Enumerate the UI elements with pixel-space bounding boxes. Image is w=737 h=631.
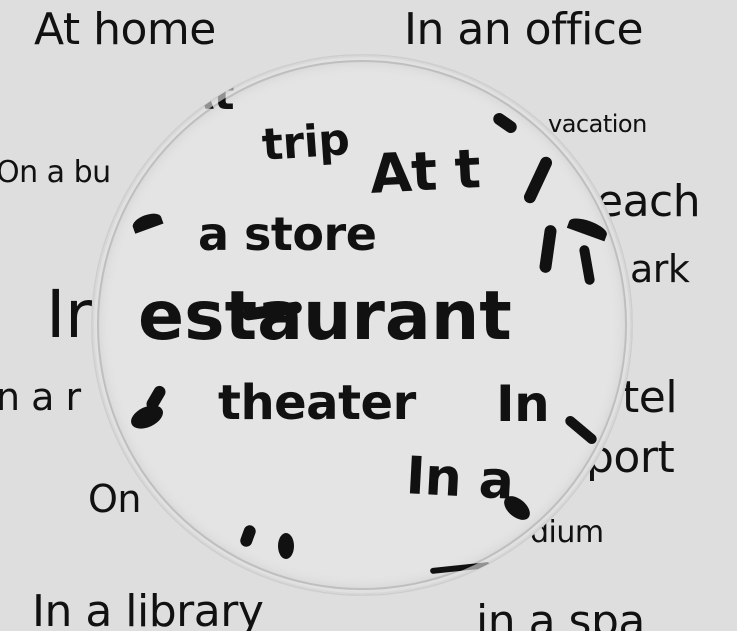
lens-word-in: In	[496, 375, 550, 433]
lens-word-at: At	[180, 69, 235, 120]
word-on-a-bus: On a bu	[0, 155, 111, 190]
lens-word-a-store: a store	[198, 207, 377, 261]
distortion-fragment	[278, 533, 294, 559]
distortion-fragment	[538, 224, 558, 274]
word-park: ark	[630, 247, 690, 291]
distortion-fragment	[566, 214, 610, 242]
distortion-fragment	[144, 383, 168, 413]
word-in-a-r: n a r	[0, 375, 81, 419]
word-on: On	[88, 477, 142, 521]
distortion-fragment	[521, 154, 555, 206]
lens-word-in-a: In a	[404, 446, 516, 512]
distortion-fragment	[130, 210, 164, 234]
word-in-restaurant: Ir	[46, 276, 92, 353]
distortion-fragment	[563, 413, 599, 447]
distortion-fragment	[238, 523, 258, 549]
word-in-a-library: In a library	[32, 586, 264, 631]
lens-word-theater: theater	[218, 375, 416, 431]
word-at-home: At home	[34, 4, 216, 55]
magnifier-lens: At trip At t a store estaurant theater I…	[92, 55, 632, 595]
distortion-fragment	[490, 110, 520, 136]
distortion-fragment	[578, 244, 596, 286]
distortion-fragment	[429, 561, 491, 575]
lens-word-at-t: At t	[368, 137, 482, 206]
word-in-an-office: In an office	[404, 4, 644, 55]
word-vacation: vacation	[548, 110, 647, 138]
lens-word-restaurant: estaurant	[138, 277, 512, 356]
lens-word-trip: trip	[260, 114, 351, 171]
word-hotel: tel	[622, 372, 678, 423]
word-beach: each	[596, 176, 701, 227]
word-in-a-spa: in a spa	[476, 596, 645, 631]
